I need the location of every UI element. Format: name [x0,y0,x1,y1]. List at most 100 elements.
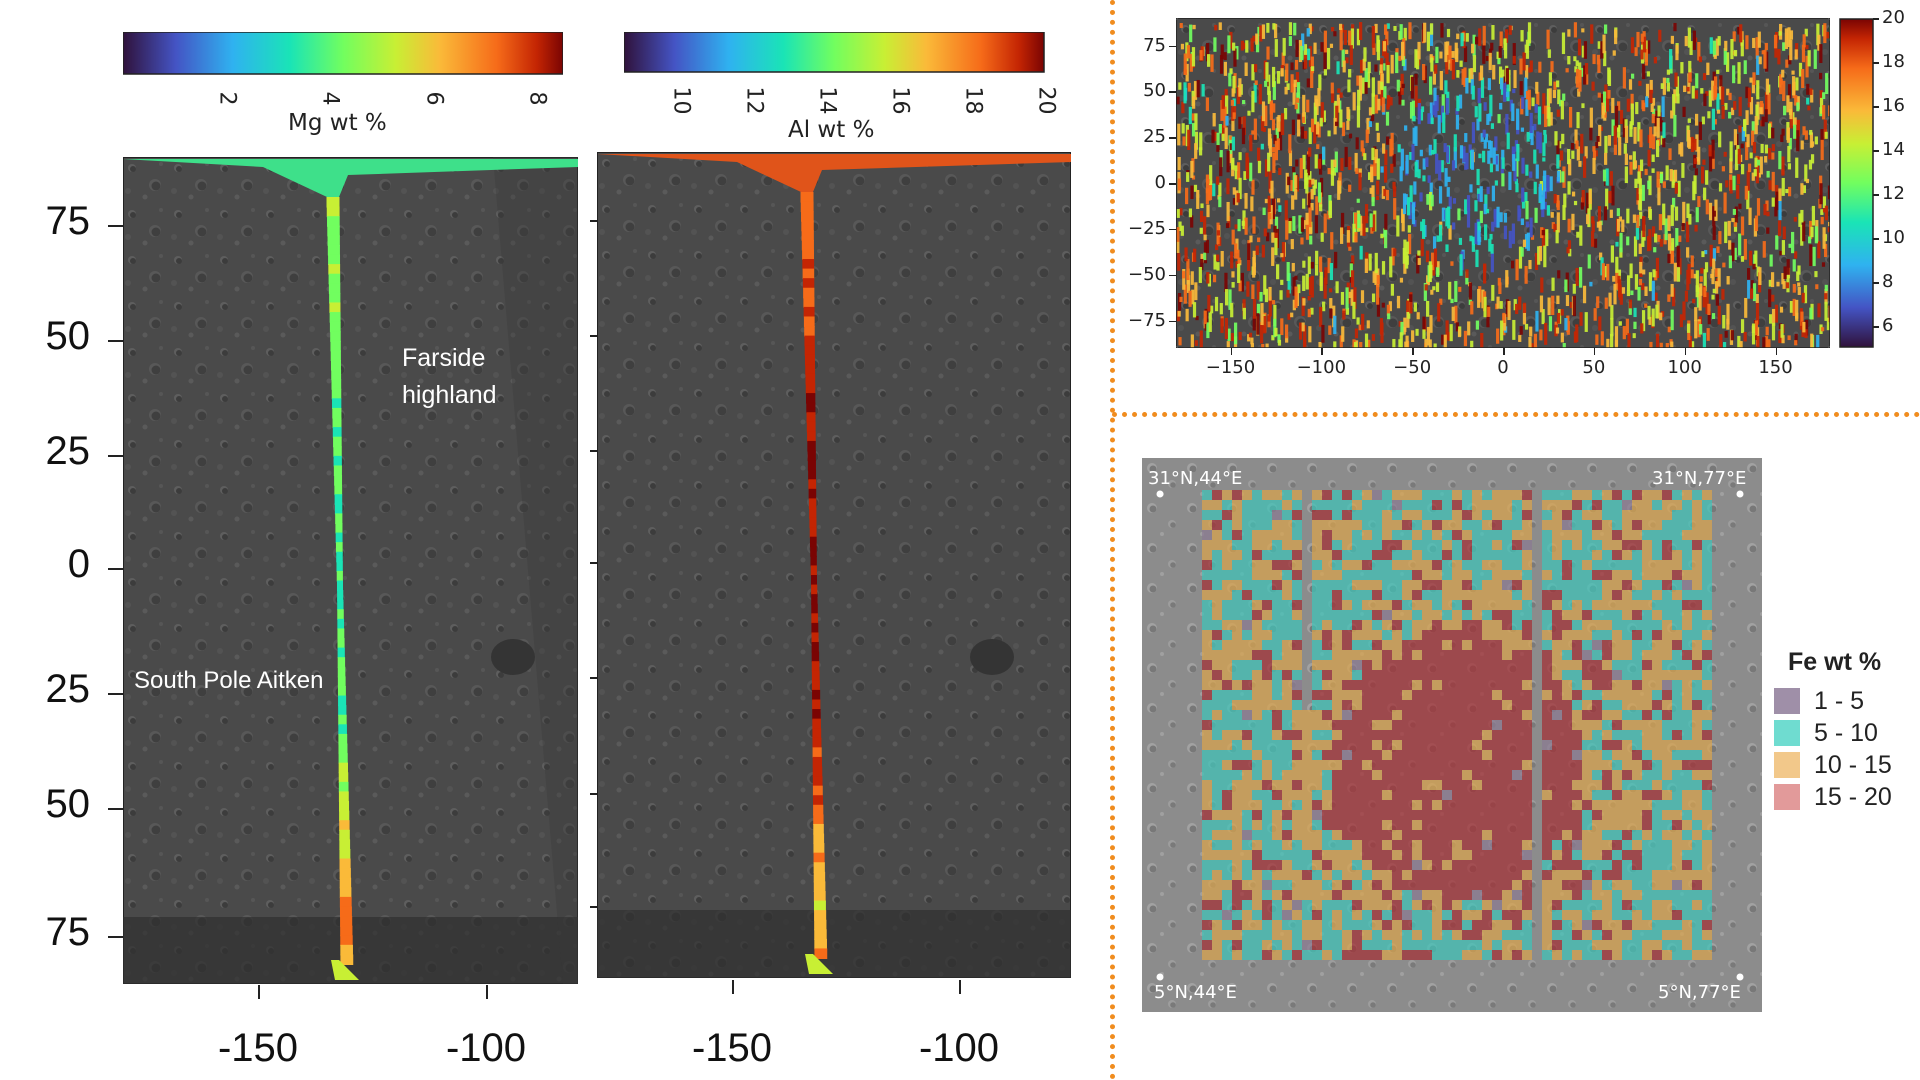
global-pixel [1306,78,1310,88]
global-pixel [1653,247,1657,253]
fe-pixel [1592,670,1602,680]
fe-pixel [1582,780,1592,790]
global-pixel [1491,25,1495,40]
fe-pixel [1552,520,1562,530]
global-pixel [1267,74,1271,95]
fe-pixel [1552,570,1562,580]
fe-pixel [1582,590,1592,600]
fe-pixel [1352,670,1362,680]
fe-pixel [1452,610,1462,620]
fe-pixel [1292,920,1302,930]
global-pixel [1268,133,1272,149]
global-pixel [1804,329,1808,339]
fe-pixel [1552,500,1562,510]
global-pixel [1478,153,1482,159]
fe-pixel [1202,700,1212,710]
global-pixel [1779,74,1783,95]
fe-pixel [1382,490,1392,500]
global-pixel [1249,134,1253,152]
global-pixel [1807,105,1811,111]
fe-pixel [1362,690,1372,700]
global-pixel [1308,127,1312,145]
fe-pixel [1662,770,1672,780]
fe-pixel [1452,490,1462,500]
fe-pixel [1462,520,1472,530]
fe-pixel [1422,880,1432,890]
strip-cell [338,762,348,774]
fe-pixel [1322,510,1332,520]
fe-pixel [1542,900,1552,910]
fe-pixel [1332,540,1342,550]
fe-pixel [1352,570,1362,580]
global-pixel [1679,314,1683,328]
global-pixel [1822,105,1826,120]
fe-pixel [1572,840,1582,850]
fe-pixel [1342,810,1352,820]
global-pixel [1701,116,1705,125]
fe-pixel [1492,930,1502,940]
fe-pixel [1522,500,1532,510]
fe-pixel [1352,790,1362,800]
fe-pixel [1382,670,1392,680]
global-pixel [1359,341,1363,348]
fe-pixel [1512,730,1522,740]
fe-pixel [1422,620,1432,630]
global-pixel [1340,227,1344,244]
fe-pixel [1202,610,1212,620]
fe-pixel [1382,620,1392,630]
fe-pixel [1222,500,1232,510]
global-pixel [1640,323,1644,334]
fe-pixel [1342,880,1352,890]
global-pixel [1265,343,1269,348]
global-pixel [1567,218,1571,233]
global-pixel [1399,166,1403,182]
fe-pixel [1652,640,1662,650]
strip-cell [332,427,342,438]
global-pixel [1579,225,1583,246]
fe-pixel [1562,490,1572,500]
fe-pixel [1292,950,1302,960]
fe-pixel [1312,690,1322,700]
fe-pixel [1212,780,1222,790]
strip-cell [811,651,820,663]
fe-pixel [1582,660,1592,670]
fe-pixel [1402,870,1412,880]
fe-pixel [1252,820,1262,830]
fe-pixel [1222,910,1232,920]
global-pixel [1426,194,1430,205]
fe-pixel [1222,930,1232,940]
mg-colorbar-tick: 6 [421,91,447,106]
global-pixel [1252,216,1256,234]
fe-pixel [1382,910,1392,920]
global-pixel [1185,63,1189,82]
global-pixel [1770,272,1775,288]
fe-pixel [1302,920,1312,930]
fe-pixel [1492,500,1502,510]
global-pixel [1733,247,1737,260]
fe-pixel [1392,790,1402,800]
fe-pixel [1482,810,1492,820]
global-pixel [1687,73,1691,94]
global-pixel [1771,294,1775,302]
global-pixel [1465,152,1469,170]
fe-pixel [1342,790,1352,800]
global-pixel [1734,206,1738,223]
fe-pixel [1302,870,1312,880]
global-pixel [1823,243,1828,258]
fe-pixel [1422,540,1432,550]
fe-pixel [1282,660,1292,670]
global-pixel [1374,149,1378,164]
global-pixel [1647,305,1651,320]
fe-pixel [1202,640,1212,650]
strip-cell [337,628,345,640]
global-pixel [1749,152,1753,159]
fe-pixel [1462,870,1472,880]
fe-pixel [1702,520,1712,530]
fe-pixel [1682,910,1692,920]
strip-cell [802,249,815,261]
global-pixel [1179,23,1183,29]
fe-pixel [1422,870,1432,880]
fe-pixel [1302,910,1312,920]
fe-pixel [1582,540,1592,550]
